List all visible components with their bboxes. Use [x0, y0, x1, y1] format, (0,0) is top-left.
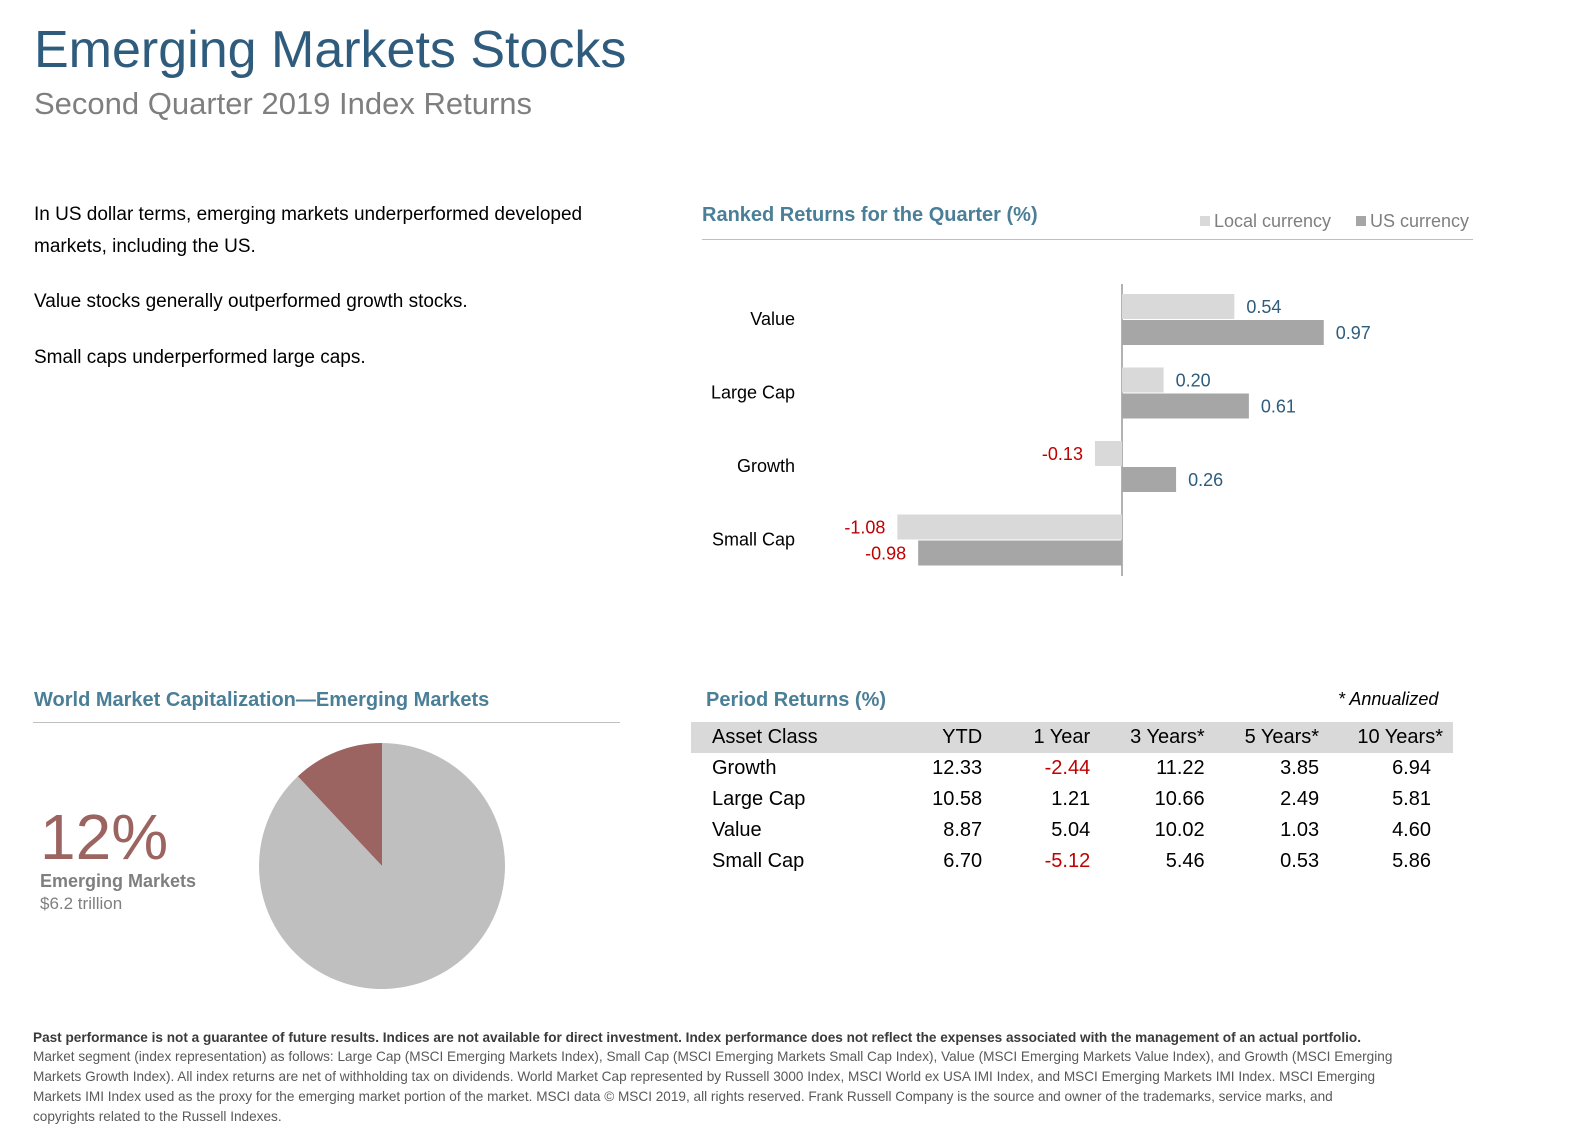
table-row-label: Large Cap [712, 788, 806, 810]
page-title: Emerging Markets Stocks [34, 21, 627, 79]
bar-local-currency [897, 514, 1122, 540]
commentary-bullet: In US dollar terms, emerging markets und… [34, 204, 583, 257]
table-cell: 5.46 [1165, 850, 1205, 872]
ranked-returns-title: Ranked Returns for the Quarter (%) [702, 204, 1038, 226]
table-row-label: Small Cap [712, 850, 805, 872]
bar-us-currency [918, 540, 1122, 566]
table-cell: 5.81 [1392, 788, 1431, 810]
data-label: 0.97 [1336, 323, 1371, 343]
period-returns-title: Period Returns (%) [706, 689, 887, 711]
legend-label-us: US currency [1370, 211, 1470, 231]
bar-local-currency [1122, 294, 1235, 319]
data-label: 0.61 [1261, 397, 1296, 417]
annualized-note: * Annualized [1338, 689, 1439, 709]
disclaimer-bold: Past performance is not a guarantee of f… [33, 1030, 1361, 1045]
data-label: 0.20 [1176, 371, 1211, 391]
emerging-percent-label: 12% [40, 801, 169, 873]
data-label: 0.26 [1188, 470, 1223, 490]
data-label: -1.08 [844, 518, 885, 538]
category-label: Small Cap [712, 530, 795, 550]
bar-us-currency [1122, 467, 1177, 492]
data-label: -0.13 [1042, 444, 1083, 464]
period-returns-table: Asset Class YTD 1 Year 3 Years* 5 Years* 10 Y… [691, 722, 1453, 877]
table-row: Small Cap 6.70 -5.12 5.46 0.53 5.86 [691, 846, 1453, 877]
table-cell: 10.58 [932, 788, 983, 810]
disclaimer-text: Market segment (index representation) as… [33, 1049, 1393, 1124]
table-cell: 10.66 [1154, 788, 1205, 810]
table-cell: 8.87 [943, 819, 983, 841]
table-header-cell: Asset Class [691, 722, 876, 753]
world-market-cap-title: World Market Capitalization—Emerging Mar… [34, 689, 490, 711]
ranked-returns-bar-chart: Value 0.54 0.97 Large Cap 0.20 0.61 Growth -0.1… [711, 284, 1371, 576]
bar-us-currency [1122, 320, 1324, 345]
table-row: Large Cap 10.58 1.21 10.66 2.49 5.81 [691, 784, 1453, 815]
data-label: -0.98 [865, 544, 906, 564]
table-header-cell: 5 Years* [1204, 722, 1320, 753]
ranked-returns-divider [702, 239, 1473, 240]
legend-local-currency: Local currency [1200, 211, 1331, 232]
legend-label-local: Local currency [1214, 211, 1332, 231]
bar-us-currency [1122, 393, 1249, 419]
world-market-cap-divider [33, 722, 620, 723]
page-subtitle: Second Quarter 2019 Index Returns [34, 86, 533, 121]
table-cell: 4.60 [1392, 819, 1431, 841]
legend-swatch-us [1356, 216, 1366, 226]
table-header-cell: 1 Year [982, 722, 1091, 753]
table-cell: -2.44 [1044, 757, 1091, 779]
table-cell: 11.22 [1156, 757, 1205, 779]
emerging-markets-value: $6.2 trillion [40, 894, 123, 913]
bar-local-currency [1122, 367, 1164, 393]
table-cell: 5.04 [1051, 819, 1091, 841]
legend-us-currency: US currency [1356, 211, 1469, 232]
table-cell: 6.94 [1392, 757, 1431, 779]
bar-local-currency [1094, 441, 1122, 466]
commentary-bullet: Small caps underperformed large caps. [34, 347, 366, 368]
table-header-cell: YTD [875, 722, 983, 753]
data-label: 0.54 [1246, 297, 1281, 317]
table-header-row: Asset Class YTD 1 Year 3 Years* 5 Years* 10 Y… [691, 722, 1453, 753]
table-cell: 2.49 [1280, 788, 1320, 810]
legend-swatch-local [1200, 216, 1210, 226]
emerging-markets-label: Emerging Markets [40, 871, 197, 891]
table-row: Growth 12.33 -2.44 11.22 3.85 6.94 [691, 753, 1453, 784]
table-cell: 1.03 [1280, 819, 1320, 841]
pie-slice-rest [258, 743, 505, 989]
table-cell: 1.21 [1051, 788, 1091, 810]
table-cell: 6.70 [943, 850, 983, 872]
table-header-cell: 10 Years* [1319, 722, 1453, 753]
table-cell: 12.33 [932, 757, 983, 779]
table-cell: 10.02 [1154, 819, 1205, 841]
table-row-label: Growth [712, 757, 777, 779]
table-cell: 3.85 [1280, 757, 1320, 779]
pie-slice-emerging-markets [297, 743, 382, 866]
category-label: Growth [737, 456, 795, 476]
commentary-bullet: Value stocks generally outperformed grow… [34, 291, 468, 312]
category-label: Large Cap [711, 383, 795, 403]
category-label: Value [750, 309, 795, 329]
table-header-cell: 3 Years* [1090, 722, 1205, 753]
table-row: Value 8.87 5.04 10.02 1.03 4.60 [691, 815, 1453, 846]
table-row-label: Value [712, 819, 762, 841]
table-cell: 5.86 [1392, 850, 1431, 872]
world-market-cap-pie-chart [258, 743, 505, 989]
table-cell: -5.12 [1044, 850, 1091, 872]
table-cell: 0.53 [1280, 850, 1320, 872]
